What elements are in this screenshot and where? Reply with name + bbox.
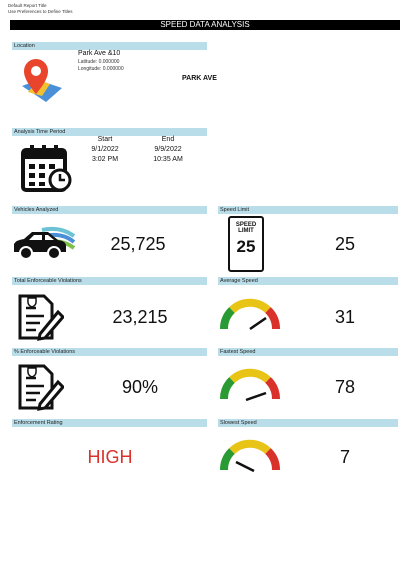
location-name: Park Ave &10	[78, 50, 121, 57]
start-time: 3:02 PM	[91, 156, 119, 163]
speed-limit-value: 25	[334, 234, 356, 254]
section-header: Slowest Speed	[218, 419, 398, 427]
speed-limit-sign: SPEED LIMIT 25	[228, 216, 264, 272]
gauge-icon	[218, 438, 282, 474]
document-icon	[14, 292, 64, 342]
end-time: 10:35 AM	[153, 156, 183, 163]
document-icon	[14, 362, 64, 412]
small-title: Default Report Title	[8, 3, 47, 8]
end-label: End	[161, 136, 175, 143]
sign-value: 25	[236, 237, 256, 256]
gauge-icon	[218, 367, 282, 403]
section-header: Vehicles Analyzed	[12, 206, 207, 214]
small-subtitle: Use Preferences to Define Titles	[8, 9, 73, 14]
section-header: Analysis Time Period	[12, 128, 207, 136]
section-header: Location	[12, 42, 207, 50]
sign-text: SPEED	[235, 222, 257, 228]
rating-value: HIGH	[87, 447, 133, 467]
section-header: Speed Limit	[218, 206, 398, 214]
section-header: % Enforceable Violations	[12, 348, 207, 356]
fastest-speed-value: 78	[334, 377, 356, 397]
end-date: 9/9/2022	[154, 146, 182, 153]
longitude: Longitude: 0.000000	[78, 66, 124, 72]
calendar-icon	[21, 145, 72, 192]
section-header: Total Enforceable Violations	[12, 277, 207, 285]
start-label: Start	[97, 136, 113, 143]
start-date: 9/1/2022	[91, 146, 119, 153]
street-name: PARK AVE	[182, 75, 217, 82]
violation-percent-value: 90%	[121, 377, 159, 397]
average-speed-value: 31	[334, 307, 356, 327]
section-header: Fastest Speed	[218, 348, 398, 356]
gauge-icon	[218, 297, 282, 333]
vehicles-value: 25,725	[110, 234, 166, 254]
violations-value: 23,215	[112, 307, 168, 327]
sign-text: LIMIT	[238, 228, 254, 234]
latitude: Latitude: 0.000000	[78, 59, 120, 65]
section-header: Enforcement Rating	[12, 419, 207, 427]
section-header: Average Speed	[218, 277, 398, 285]
report-title: SPEED DATA ANALYSIS	[10, 20, 400, 30]
car-icon	[14, 226, 76, 260]
slowest-speed-value: 7	[339, 447, 350, 467]
map-pin-icon	[22, 59, 62, 102]
